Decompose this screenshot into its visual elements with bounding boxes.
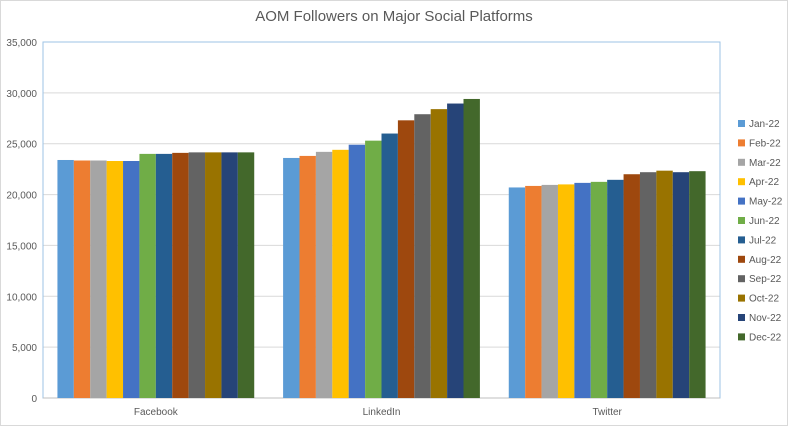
chart-title: AOM Followers on Major Social Platforms — [255, 8, 533, 25]
bar — [447, 103, 464, 398]
bar — [155, 153, 173, 398]
legend-label: May-22 — [749, 197, 783, 208]
bar — [315, 151, 333, 398]
bar — [557, 184, 575, 398]
y-tick-label: 25,000 — [6, 140, 37, 151]
legend-swatch — [738, 217, 745, 224]
bar — [525, 185, 542, 398]
bar — [348, 144, 366, 398]
legend-label: Jun-22 — [749, 216, 780, 227]
legend-swatch — [738, 255, 745, 263]
bar — [139, 153, 156, 398]
bar — [188, 152, 206, 398]
x-tick-label: Facebook — [134, 407, 179, 418]
bar — [299, 155, 316, 398]
y-tick-label: 0 — [31, 394, 37, 405]
bar — [106, 161, 124, 398]
bar — [590, 181, 608, 398]
bar — [381, 133, 398, 399]
bar — [90, 160, 107, 398]
bar — [332, 149, 349, 398]
bar — [689, 171, 706, 398]
legend-swatch — [738, 314, 745, 321]
bar — [541, 184, 558, 398]
bar — [672, 172, 690, 398]
bar — [639, 172, 657, 398]
bar — [172, 152, 189, 398]
legend-label: Aug-22 — [749, 255, 782, 266]
legend-label: Jan-22 — [749, 119, 780, 130]
y-tick-label: 15,000 — [6, 241, 37, 252]
legend-label: Apr-22 — [749, 177, 779, 188]
bar — [365, 140, 382, 399]
bar — [237, 152, 255, 398]
bar — [205, 152, 222, 398]
bar — [508, 187, 526, 398]
legend-label: Feb-22 — [749, 138, 781, 149]
legend-swatch — [738, 120, 745, 127]
legend-swatch — [738, 197, 745, 205]
bar — [397, 120, 415, 398]
legend-swatch — [738, 178, 745, 186]
legend-label: Jul-22 — [749, 235, 777, 246]
bar — [656, 170, 673, 398]
legend-label: Dec-22 — [749, 332, 782, 343]
x-tick-label: Twitter — [592, 407, 622, 418]
legend-label: Oct-22 — [749, 294, 779, 305]
y-tick-label: 35,000 — [6, 38, 37, 49]
y-tick-label: 5,000 — [12, 343, 37, 354]
bar — [463, 98, 480, 399]
bar — [283, 157, 300, 398]
legend-swatch — [738, 294, 745, 302]
y-tick-label: 20,000 — [6, 191, 37, 202]
legend-swatch — [738, 236, 745, 244]
legend-label: Sep-22 — [749, 274, 782, 285]
bar — [221, 152, 238, 398]
bar — [57, 159, 74, 398]
y-tick-label: 10,000 — [6, 292, 37, 303]
legend-label: Nov-22 — [749, 313, 782, 324]
bar — [430, 109, 448, 398]
legend-swatch — [738, 333, 745, 341]
x-tick-label: LinkedIn — [363, 407, 401, 418]
y-tick-label: 30,000 — [6, 89, 37, 100]
legend-swatch — [738, 139, 745, 147]
legend-label: Mar-22 — [749, 158, 781, 169]
legend-swatch — [738, 158, 745, 166]
legend-swatch — [738, 275, 745, 283]
bar — [123, 161, 140, 398]
bar — [414, 114, 431, 399]
bar — [607, 179, 624, 398]
bar — [73, 160, 91, 398]
bar — [623, 174, 640, 398]
bar — [574, 182, 591, 398]
